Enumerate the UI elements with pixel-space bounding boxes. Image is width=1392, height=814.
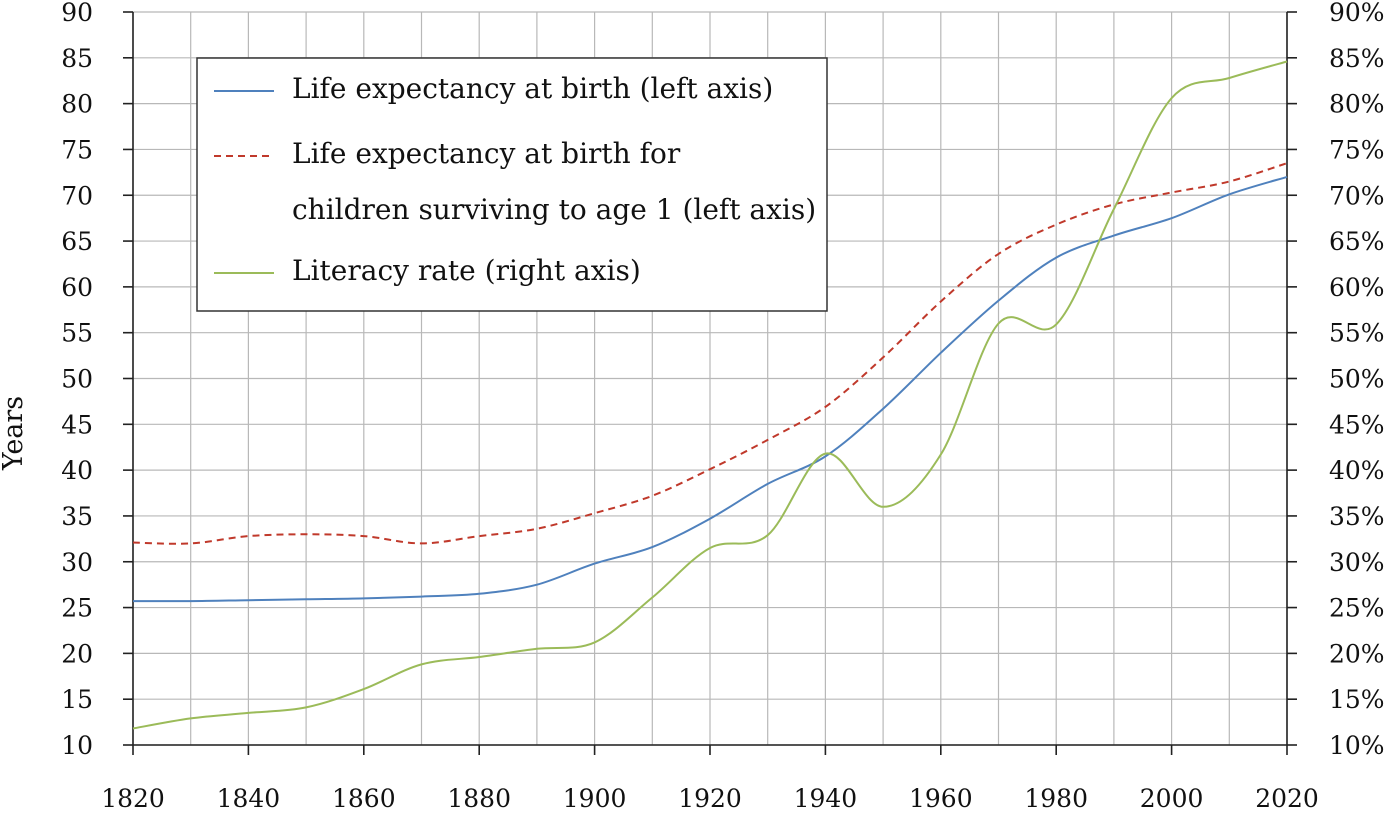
series-life-expectancy-line	[132, 175, 1288, 603]
right-axis-ticks: 10% 15% 20% 25% 30% 35% 40% 45% 50% 55% 60% 65% 70% 7…	[1287, 0, 1385, 760]
left-tick-label: 75	[61, 135, 93, 164]
y-axis-title: Years	[0, 396, 29, 471]
right-tick-label: 65%	[1329, 227, 1385, 256]
legend-box	[196, 57, 828, 312]
left-tick-label: 25	[61, 594, 93, 623]
bottom-tick-label: 1920	[678, 784, 742, 813]
right-tick-label: 75%	[1329, 135, 1385, 164]
bottom-tick-label: 1960	[909, 784, 973, 813]
right-tick-label: 60%	[1329, 273, 1385, 302]
series-literacy-rate-line	[132, 60, 1288, 730]
left-tick-label: 40	[61, 456, 93, 485]
right-tick-label: 40%	[1329, 456, 1385, 485]
bottom-axis-ticks: 1820 1840 1860 1880 1900 1920 1940 1960 1980 2000…	[101, 745, 1319, 813]
left-axis-ticks: 10 15 20 25 30 35 40 45 50 55 60 65 70 75 80 85 90	[61, 0, 133, 760]
bottom-tick-label: 2020	[1255, 784, 1319, 813]
left-tick-label: 20	[61, 639, 93, 668]
left-tick-label: 30	[61, 548, 93, 577]
right-tick-label: 10%	[1329, 731, 1385, 760]
left-tick-label: 65	[61, 227, 93, 256]
right-tick-label: 55%	[1329, 319, 1385, 348]
series-layer	[132, 60, 1288, 730]
bottom-tick-label: 1880	[447, 784, 511, 813]
left-tick-label: 70	[61, 181, 93, 210]
left-tick-label: 80	[61, 90, 93, 119]
right-tick-label: 20%	[1329, 639, 1385, 668]
bottom-tick-label: 1980	[1024, 784, 1088, 813]
right-tick-label: 80%	[1329, 90, 1385, 119]
left-tick-label: 10	[61, 731, 93, 760]
series-life-expectancy-age1-line	[132, 162, 1288, 545]
right-tick-label: 30%	[1329, 548, 1385, 577]
left-tick-label: 45	[61, 410, 93, 439]
right-tick-label: 50%	[1329, 365, 1385, 394]
right-tick-label: 90%	[1329, 0, 1385, 27]
right-tick-label: 45%	[1329, 410, 1385, 439]
left-tick-label: 55	[61, 319, 93, 348]
left-tick-label: 90	[61, 0, 93, 27]
left-tick-label: 35	[61, 502, 93, 531]
legend: Life expectancy at birth (left axis) Life…	[196, 57, 828, 312]
bottom-tick-label: 1940	[794, 784, 858, 813]
left-tick-label: 60	[61, 273, 93, 302]
bottom-tick-label: 1860	[332, 784, 396, 813]
right-tick-label: 15%	[1329, 685, 1385, 714]
left-tick-label: 85	[61, 44, 93, 73]
right-tick-label: 25%	[1329, 594, 1385, 623]
bottom-tick-label: 1900	[563, 784, 627, 813]
right-tick-label: 70%	[1329, 181, 1385, 210]
bottom-tick-label: 2000	[1140, 784, 1204, 813]
legend-label: Literacy rate (right axis)	[292, 254, 641, 287]
legend-label: Life expectancy at birth for children sur…	[292, 137, 816, 226]
bottom-tick-label: 1820	[101, 784, 165, 813]
left-tick-label: 15	[61, 685, 93, 714]
legend-label: Life expectancy at birth (left axis)	[292, 72, 773, 105]
right-tick-label: 35%	[1329, 502, 1385, 531]
bottom-tick-label: 1840	[217, 784, 281, 813]
right-tick-label: 85%	[1329, 44, 1385, 73]
left-tick-label: 50	[61, 365, 93, 394]
